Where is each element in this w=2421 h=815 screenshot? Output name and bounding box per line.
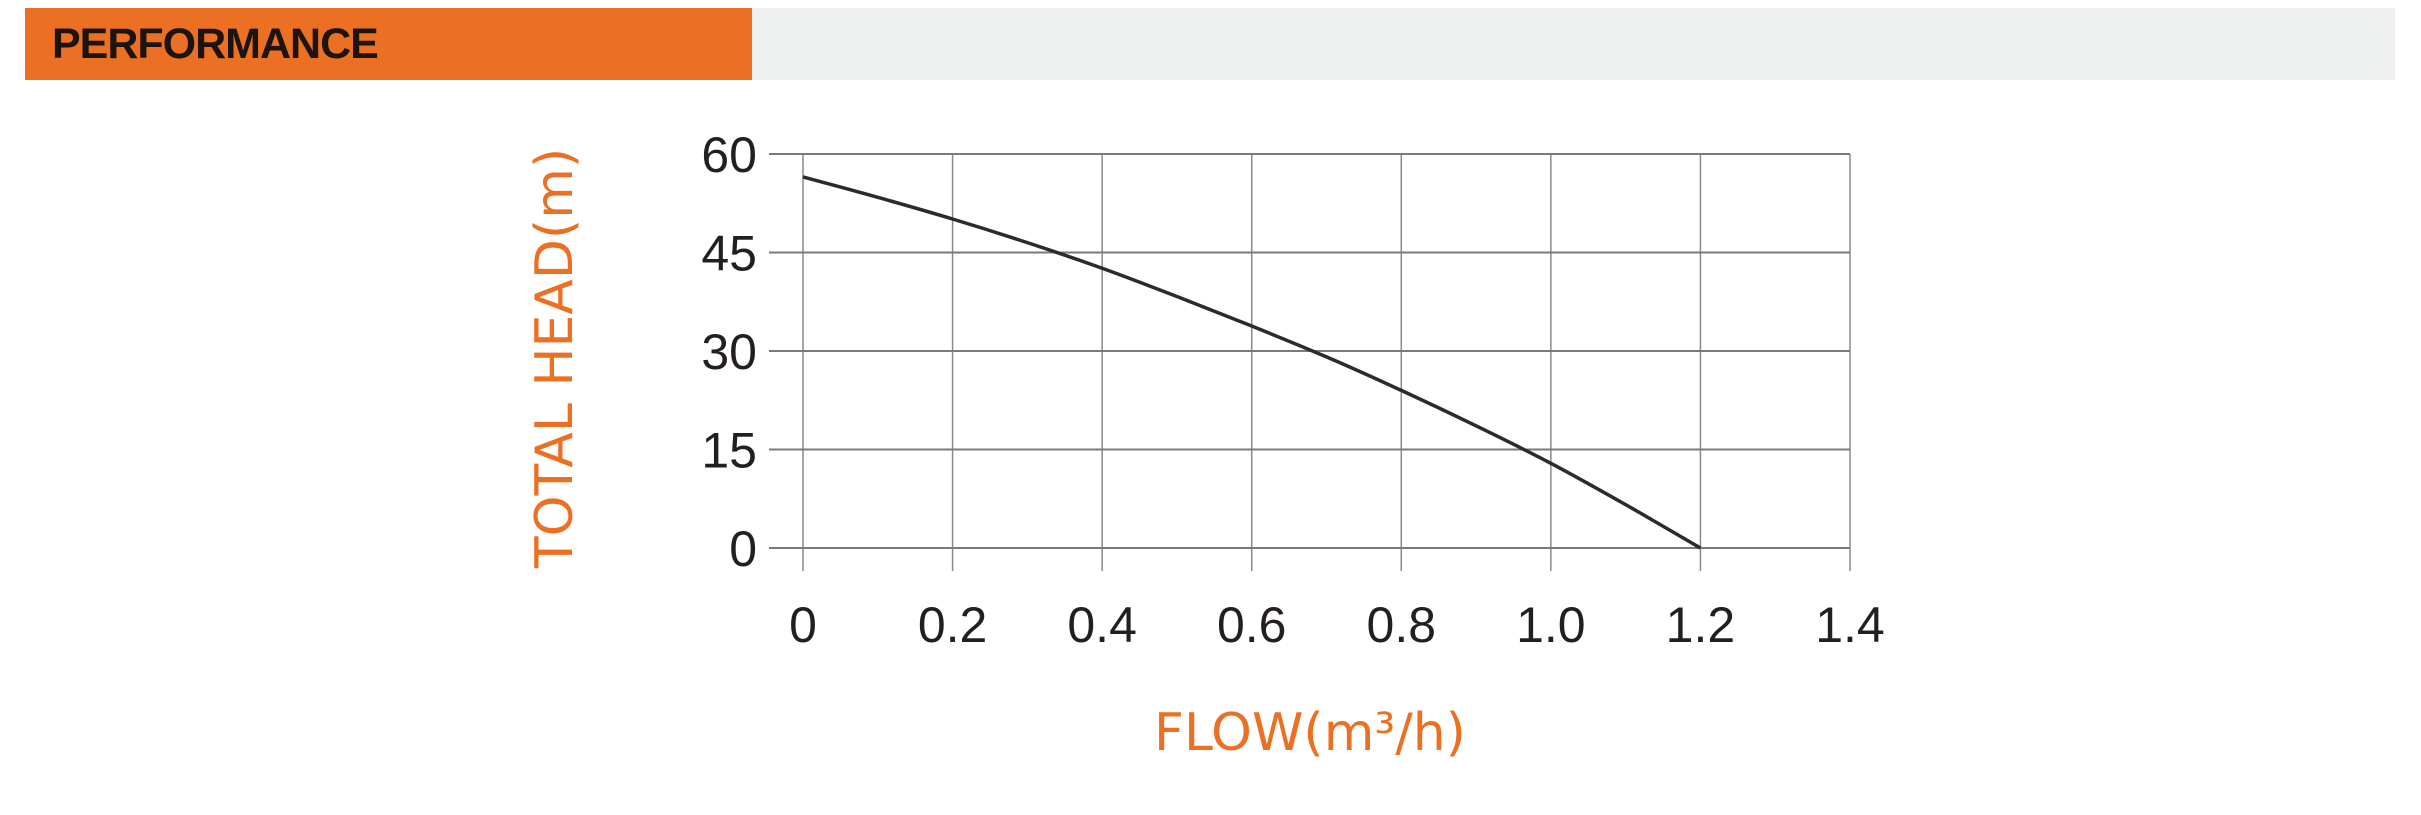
y-tick-label: 15 [701, 423, 757, 479]
x-tick-label: 0.8 [1367, 597, 1437, 653]
section-title: PERFORMANCE [52, 20, 379, 68]
performance-curve [802, 175, 1702, 550]
x-tick-label: 0.4 [1067, 597, 1137, 653]
y-tick-label: 0 [729, 521, 757, 577]
y-axis-title: TOTAL HEAD(m) [525, 148, 585, 569]
x-axis-title: FLOW(m³/h) [1154, 703, 1466, 763]
y-tick-label: 30 [701, 324, 757, 380]
x-tick-label: 0.6 [1217, 597, 1287, 653]
x-tick-label: 0 [789, 597, 817, 653]
y-tick-label: 45 [701, 226, 757, 282]
x-tick-label: 1.4 [1815, 597, 1885, 653]
y-tick-label: 60 [701, 127, 757, 183]
header-bar [752, 8, 2395, 80]
x-tick-label: 0.2 [918, 597, 988, 653]
header-accent-bar [25, 8, 752, 80]
x-tick-label: 1.2 [1666, 597, 1736, 653]
x-tick-label: 1.0 [1516, 597, 1586, 653]
